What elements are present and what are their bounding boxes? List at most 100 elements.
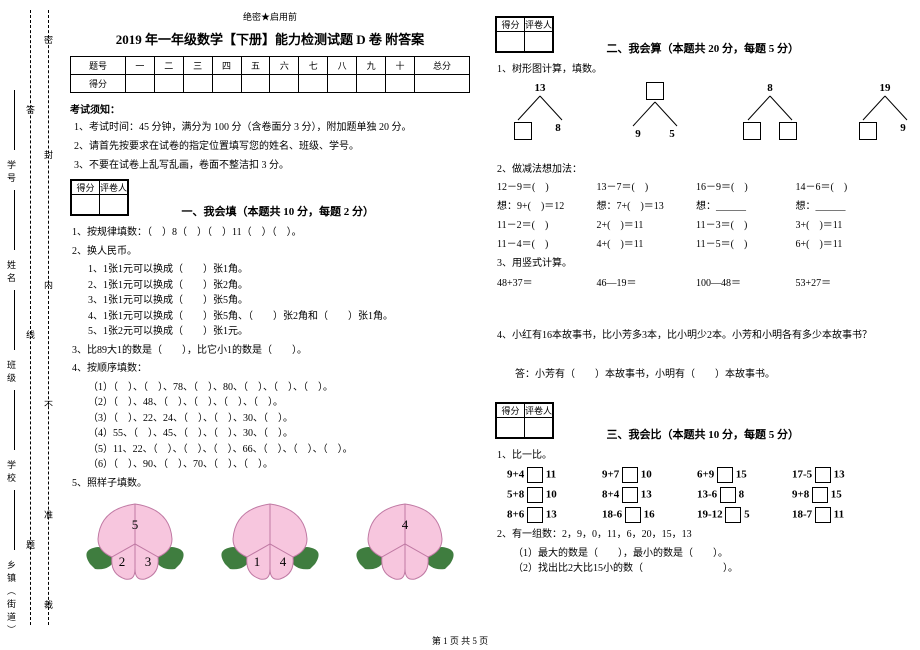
sub-question: 2、1张1元可以换成（ ）张2角。 [88,278,470,294]
cell: 一 [125,57,154,75]
question: 2、有一组数：2，9，0，11，6，20，15，13 [497,527,895,543]
svg-text:3: 3 [145,554,152,569]
binding-dashed-line-2 [30,10,31,625]
calc-grid: 11－4＝( )4+( )＝1111－5＝( )6+( )＝11 [497,237,895,253]
calc-item: 4+( )＝11 [597,237,697,253]
tree-diagram-row: 13 8 95 8 19 9 [510,82,895,152]
binding-char: 封 [42,150,55,159]
page-footer: 第 1 页 共 5 页 [0,634,920,647]
binding-dashed-line [48,10,49,625]
calc-item: 46—19＝ [597,275,697,292]
cell: 九 [357,57,386,75]
calc-item: 13－7＝( ) [597,180,697,196]
page: 绝密★启用前 2019 年一年级数学【下册】能力检测试题 D 卷 附答案 题号 … [0,0,920,635]
binding-label-town: 乡镇（街道） [5,560,18,635]
compare-item: 13-6 8 [697,487,792,503]
cell: 得分 [71,75,126,93]
binding-char: 不 [42,400,55,409]
cell: 六 [270,57,299,75]
section-header: 得分评卷人 二、我会算（本题共 20 分，每题 5 分） [495,16,895,56]
calc-grid: 12－9＝( )13－7＝( )16－9＝( )14－6＝( ) [497,180,895,196]
cell: 题号 [71,57,126,75]
section-score-box: 得分评卷人 [70,179,129,216]
table-row: 得分 [71,75,470,93]
cell: 三 [183,57,212,75]
calc-item: 6+( )＝11 [796,237,896,253]
binding-char: 线 [24,330,37,339]
notice-item: 3、不要在试卷上乱写乱画，卷面不整洁扣 3 分。 [74,158,470,173]
svg-text:2: 2 [119,554,126,569]
notice-item: 2、请首先按要求在试卷的指定位置填写您的姓名、班级、学号。 [74,139,470,154]
cell: 得分 [497,403,525,417]
question: 4、小红有16本故事书，比小芳多3本，比小明少2本。小芳和小明各有多少本故事书？ [497,328,895,344]
table-row: 题号 一 二 三 四 五 六 七 八 九 十 总分 [71,57,470,75]
tree-diagram: 8 [740,82,800,152]
notice-title: 考试须知： [70,101,470,116]
score-table: 题号 一 二 三 四 五 六 七 八 九 十 总分 得分 [70,56,470,93]
calc-item: 16－9＝( ) [696,180,796,196]
cell: 七 [299,57,328,75]
compare-rows: 9+4 119+7 106+9 1517-5 13 5+8 108+4 1313-… [495,467,895,523]
cell: 四 [212,57,241,75]
sub-question: （5）11、22、（ ）、（ ）、（ ）、66、（ ）、（ ）、（ ）。 [88,442,470,458]
sub-question: （1）（ ）、（ ）、78、（ ）、80、（ ）、（ ）、（ ）。 [88,380,470,396]
compare-item: 5+8 10 [507,487,602,503]
calc-item: 11－2＝( ) [497,218,597,234]
section-header: 得分评卷人 一、我会填（本题共 10 分，每题 2 分） [70,179,470,219]
cell: 二 [154,57,183,75]
compare-item: 9+7 10 [602,467,697,483]
question: 1、按规律填数：（ ）8（ ）（ ）11（ ）（ ）。 [72,225,470,241]
sub-question: 5、1张2元可以换成（ ）张1元。 [88,324,470,340]
tree-diagram: 13 8 [510,82,570,152]
calc-item: 想：7+( )＝13 [597,199,697,215]
peach-diagram: 1 4 [215,499,325,584]
calc-item: 想：______ [796,199,896,215]
svg-text:4: 4 [402,517,409,532]
binding-margin: 密 封 内 不 准 裁 答 线 题 乡镇（街道） 学校 班级 姓名 学号 [0,0,60,635]
section-score-box: 得分评卷人 [495,16,554,53]
binding-char: 裁 [42,600,55,609]
svg-text:1: 1 [254,554,261,569]
compare-item: 6+9 15 [697,467,792,483]
question: 3、用竖式计算。 [497,256,895,272]
sub-question: 3、1张1元可以换成（ ）张5角。 [88,293,470,309]
calc-item: 100—48＝ [696,275,796,292]
compare-item: 19-12 5 [697,507,792,523]
cell: 十 [386,57,415,75]
left-column: 绝密★启用前 2019 年一年级数学【下册】能力检测试题 D 卷 附答案 题号 … [60,10,480,635]
answer-line: 答：小芳有（ ）本故事书，小明有（ ）本故事书。 [515,367,895,383]
right-column: 得分评卷人 二、我会算（本题共 20 分，每题 5 分） 1、树形图计算，填数。… [485,10,905,635]
section-title: 二、我会算（本题共 20 分，每题 5 分） [607,40,800,56]
question: 5、照样子填数。 [72,476,470,492]
binding-label-class: 班级 [5,360,18,386]
question: 2、换人民币。 [72,244,470,260]
peach-diagram: 4 [350,499,460,584]
section-score-box: 得分评卷人 [495,402,554,439]
calc-grid: 想：9+( )＝12想：7+( )＝13想：______想：______ [497,199,895,215]
calc-grid: 48+37＝46—19＝100—48＝53+27＝ [497,275,895,292]
svg-text:4: 4 [280,554,287,569]
cell: 五 [241,57,270,75]
svg-text:5: 5 [132,517,139,532]
binding-label-school: 学校 [5,460,18,486]
sub-question: （1）最大的数是（ ），最小的数是（ ）。 [513,546,895,562]
tree-diagram: 19 9 [855,82,915,152]
calc-item: 想：9+( )＝12 [497,199,597,215]
binding-char: 答 [24,105,37,114]
binding-char: 内 [42,280,55,289]
calc-item: 11－3＝( ) [696,218,796,234]
calc-item: 11－4＝( ) [497,237,597,253]
calc-item: 53+27＝ [796,275,896,292]
compare-row: 9+4 119+7 106+9 1517-5 13 [507,467,895,483]
calc-grid: 11－2＝( )2+( )＝1111－3＝( )3+( )＝11 [497,218,895,234]
sub-question: （2）找出比2大比15小的数（ ）。 [513,561,895,577]
compare-item: 8+4 13 [602,487,697,503]
question: 3、比89大1的数是（ ），比它小1的数是（ ）。 [72,343,470,359]
compare-item: 9+8 15 [792,487,887,503]
binding-underline [14,290,15,350]
sub-question: 4、1张1元可以换成（ ）张5角、（ ）张2角和（ ）张1角。 [88,309,470,325]
compare-row: 8+6 1318-6 1619-12 518-7 11 [507,507,895,523]
calc-item: 3+( )＝11 [796,218,896,234]
compare-item: 9+4 11 [507,467,602,483]
cell: 评卷人 [100,181,128,195]
